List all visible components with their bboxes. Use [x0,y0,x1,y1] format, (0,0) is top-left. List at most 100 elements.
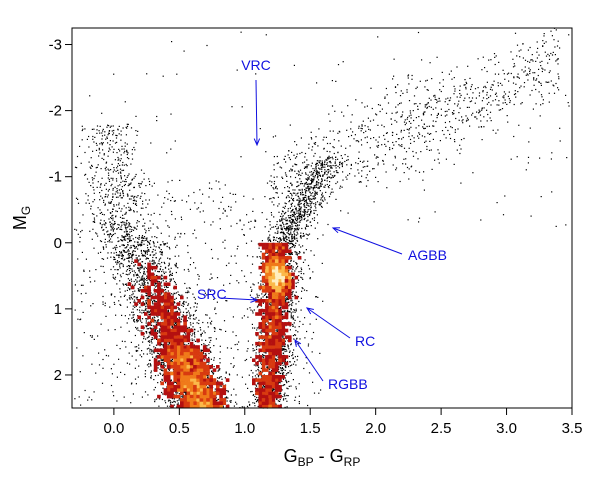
star-point [119,150,121,152]
star-point [124,183,126,186]
star-point [228,373,230,375]
star-point [163,362,165,364]
star-point [315,209,317,212]
star-point [116,269,118,271]
star-point [172,398,174,400]
star-point [190,324,192,326]
star-point [281,335,283,337]
star-point [100,251,102,253]
star-point [143,336,145,338]
star-point [146,257,148,259]
star-point [255,384,257,386]
star-point [323,186,325,188]
star-point [168,368,170,370]
star-point [123,244,125,246]
star-point [158,354,161,356]
star-point [299,189,301,191]
star-point [262,385,264,387]
star-point [178,398,181,400]
star-point [291,298,293,300]
star-point [86,138,88,140]
star-point [302,183,304,185]
star-point [138,259,140,261]
star-point [142,237,144,239]
star-point [266,366,268,368]
star-point [109,238,112,240]
star-point [122,255,124,257]
star-point [161,285,163,287]
star-point [167,290,169,292]
star-point [97,235,99,237]
star-point [186,297,188,299]
star-point [117,185,119,187]
star-point [298,213,301,215]
star-point [127,249,129,251]
star-point [131,317,133,319]
star-point [258,354,261,356]
star-point [109,149,111,151]
star-point [103,153,105,155]
star-point [291,270,293,272]
star-point [207,387,209,389]
star-point [103,271,105,273]
star-point [185,301,187,303]
star-point [141,309,143,311]
star-point [121,197,123,199]
star-point [323,197,326,199]
star-point [129,268,131,270]
star-point [111,226,113,228]
star-point [255,385,258,387]
star-point [126,233,128,235]
star-point [286,232,288,234]
star-point [161,270,163,273]
star-point [108,218,110,220]
star-point [97,164,99,166]
star-point [284,234,286,236]
star-point [122,214,124,216]
star-point [291,242,293,244]
star-point [134,175,136,178]
star-point [208,356,210,359]
star-point [161,275,163,277]
star-point [298,244,300,246]
star-point [299,219,301,222]
star-point [302,235,304,237]
star-point [174,381,176,383]
star-point [222,406,224,408]
star-point [149,280,151,282]
star-point [245,358,248,361]
star-point [109,140,111,142]
star-point [189,316,191,318]
star-point [110,169,112,171]
star-point [113,169,115,171]
star-point [197,330,199,332]
star-point [290,225,292,227]
star-point [125,224,127,226]
star-point [123,223,125,225]
star-point [176,400,178,402]
star-point [139,354,141,356]
star-point [117,237,119,239]
star-point [157,280,159,282]
star-point [157,241,159,243]
star-point [175,283,177,285]
star-point [285,349,287,351]
star-point [194,336,196,338]
star-point [115,215,117,217]
star-point [124,235,126,237]
star-point [116,246,118,249]
star-point [283,348,285,350]
star-point [317,176,319,178]
star-point [154,399,156,401]
star-point [146,311,148,313]
star-point [312,174,314,176]
star-point [118,189,120,191]
star-point [192,326,194,328]
star-point [309,202,311,205]
star-point [128,273,130,275]
star-point [93,247,95,249]
star-point [292,220,294,222]
star-point [160,232,162,234]
star-point [146,328,148,330]
star-point [304,189,306,191]
